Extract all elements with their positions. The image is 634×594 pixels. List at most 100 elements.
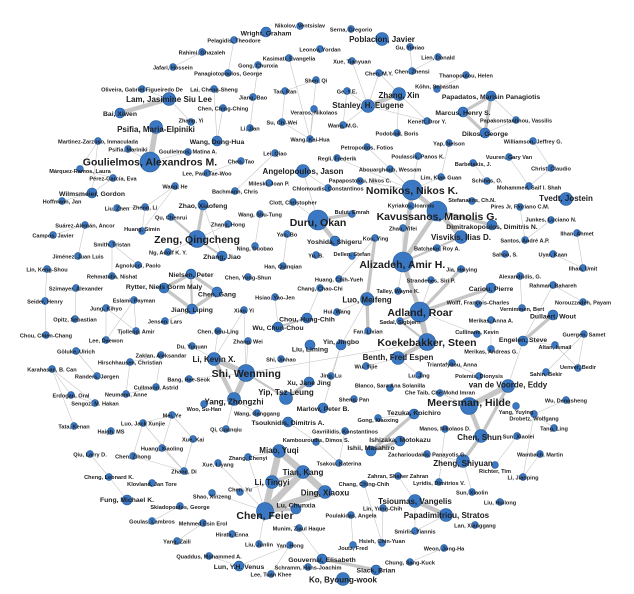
node-kambouroudis-dimos-s[interactable] xyxy=(312,438,320,446)
node-thanopoulou-helen[interactable] xyxy=(462,71,470,79)
node-hirata-enna[interactable] xyxy=(228,530,236,538)
node-blanco-sara-ana-solanilla[interactable] xyxy=(386,384,394,392)
node-ding-xiaoxu[interactable] xyxy=(318,485,332,499)
node-meersman-hilde[interactable] xyxy=(460,397,478,415)
node-mileski-joan-p[interactable] xyxy=(265,179,273,187)
node-goulielmos-alexandros-m[interactable] xyxy=(139,151,161,173)
node-yoshida-shigeru[interactable] xyxy=(329,235,341,247)
node-kasimati-evangelia[interactable] xyxy=(285,54,293,62)
node-batchelor-roy-a[interactable] xyxy=(433,244,441,252)
node-hui-wang[interactable] xyxy=(333,308,341,316)
node-jimenez-juan-luis[interactable] xyxy=(74,252,82,260)
node-han-qianqian[interactable] xyxy=(279,262,287,270)
node-adland-roar[interactable] xyxy=(409,301,431,323)
node-alexandridis-g[interactable] xyxy=(516,272,524,280)
node-van-de-voorde-eddy[interactable] xyxy=(501,379,515,393)
node-martinez-zarzoso-inmaculada[interactable] xyxy=(94,137,102,145)
node-abouarghoub-wessam[interactable] xyxy=(386,165,394,173)
node-lin-yung-chih[interactable] xyxy=(379,504,387,512)
node-lei-qiao[interactable] xyxy=(271,149,279,157)
node-wolff-francois-charles[interactable] xyxy=(474,300,482,308)
node-jiang-bao[interactable] xyxy=(249,93,257,101)
node-liu-junlin[interactable] xyxy=(255,540,263,548)
node-tsioumas-vangelis[interactable] xyxy=(408,494,422,508)
node-nielsen-peter[interactable] xyxy=(185,268,197,280)
node-ning-guobao[interactable] xyxy=(251,242,259,250)
node-talley-wayne-k[interactable] xyxy=(394,287,402,295)
node-rehmatulla-nishat[interactable] xyxy=(108,272,116,280)
node-zhang-yi[interactable] xyxy=(187,118,195,126)
node-hoffmann-jan[interactable] xyxy=(58,197,66,205)
node-kou-ying[interactable] xyxy=(371,234,379,242)
node-cariou-pierre[interactable] xyxy=(485,282,497,294)
node-benth-fred-espen[interactable] xyxy=(391,351,405,365)
node-sahoo-s[interactable] xyxy=(501,250,509,258)
node-agnolucci-paolo[interactable] xyxy=(134,261,142,269)
node-jafari-hossein[interactable] xyxy=(169,63,177,71)
node-wang-kai-hua[interactable] xyxy=(306,135,314,143)
node-lien-donald[interactable] xyxy=(434,53,442,61)
node-smith-tristan[interactable] xyxy=(108,240,116,248)
node-wang-he[interactable] xyxy=(171,182,179,190)
node-goulas-lambros[interactable] xyxy=(148,517,156,525)
node-tao-ran[interactable] xyxy=(281,87,289,95)
node-manos-nikolaos-d[interactable] xyxy=(441,425,449,433)
node-rahimi-ghazaleh[interactable] xyxy=(198,48,206,56)
node-pelagidis-theodore[interactable] xyxy=(230,36,238,44)
node-wambach-martin[interactable] xyxy=(536,450,544,458)
node-richter-tim[interactable] xyxy=(491,461,499,469)
node-opitz-sebastian[interactable] xyxy=(71,315,79,323)
node-luo-jack-xunjie[interactable] xyxy=(139,419,147,427)
node-tian-kang[interactable] xyxy=(296,465,310,479)
node-wang-ganggang[interactable] xyxy=(253,409,261,417)
node-sahin-bekir[interactable] xyxy=(542,368,550,376)
node-lam-jasimine-siu-lee[interactable] xyxy=(162,92,176,106)
node-chen-ching-ching[interactable] xyxy=(219,104,227,112)
node-dullaert-wout[interactable] xyxy=(547,309,559,321)
node-sengoz-m-hakan[interactable] xyxy=(91,399,99,407)
node-chen-yu[interactable] xyxy=(236,488,244,496)
node-shi-jinhao[interactable] xyxy=(277,355,285,363)
node-erdogan-oral[interactable] xyxy=(67,391,75,399)
node-zhang-xin[interactable] xyxy=(392,87,406,101)
node-qiu-larry-d[interactable] xyxy=(86,450,94,458)
node-strandenes-siri-p[interactable] xyxy=(427,276,435,284)
node-zacharioudakis-panayotis-g[interactable] xyxy=(423,450,431,458)
node-nikolov-ventsislav[interactable] xyxy=(296,22,304,30)
node-hsiao-yao-jen[interactable] xyxy=(271,293,279,301)
node-stefanakos-ch-n[interactable] xyxy=(468,197,476,205)
node-liu-huilong[interactable] xyxy=(496,498,504,506)
node-uenver-bedir[interactable] xyxy=(574,364,582,372)
node-tang-ling[interactable] xyxy=(550,424,558,432)
node-xu-jane-jing[interactable] xyxy=(303,376,315,388)
node-marlow-peter-b[interactable] xyxy=(317,402,329,414)
node-li-tingyi[interactable] xyxy=(265,475,279,489)
node-zhang-jiao[interactable] xyxy=(216,250,228,262)
node-lim-kian-guan[interactable] xyxy=(437,173,445,181)
node-li-kevin-x[interactable] xyxy=(207,352,221,366)
node-barbetakis-j[interactable] xyxy=(469,159,477,167)
node-liu-zhen[interactable] xyxy=(113,204,121,212)
node-nomikos-nikos-k[interactable] xyxy=(401,179,423,201)
node-zhao-yifei[interactable] xyxy=(399,224,407,232)
node-zeng-qingcheng[interactable] xyxy=(188,230,206,248)
node-marcus-henry-s[interactable] xyxy=(457,106,469,118)
node-wright-graham[interactable] xyxy=(260,26,272,38)
node-schramm-hans-joachim[interactable] xyxy=(304,563,312,571)
node-yang-zhongzhi[interactable] xyxy=(227,392,241,406)
node-williamson-jeffrey-g[interactable] xyxy=(529,137,537,145)
node-wilmsmeier-gordon[interactable] xyxy=(86,187,98,199)
node-ko-byoung-wook[interactable] xyxy=(336,572,350,586)
node-poblacion-javier[interactable] xyxy=(375,32,389,46)
node-jia-haiying[interactable] xyxy=(457,265,465,273)
node-seider-henry[interactable] xyxy=(41,297,49,305)
node-tata-kenan[interactable] xyxy=(70,422,78,430)
node-petropoulos-fotios[interactable] xyxy=(363,143,371,151)
node-guergen-samet[interactable] xyxy=(580,330,588,338)
node-poulakidas-angela[interactable] xyxy=(347,511,355,519)
node-papadatos-marisin-panagiotis[interactable] xyxy=(485,90,497,102)
node-zhao-xiaofeng[interactable] xyxy=(197,199,209,211)
node-koekebakker-steen[interactable] xyxy=(418,333,436,351)
node-chen-feier[interactable] xyxy=(256,502,274,520)
node-wang-shu-tung[interactable] xyxy=(256,210,264,218)
